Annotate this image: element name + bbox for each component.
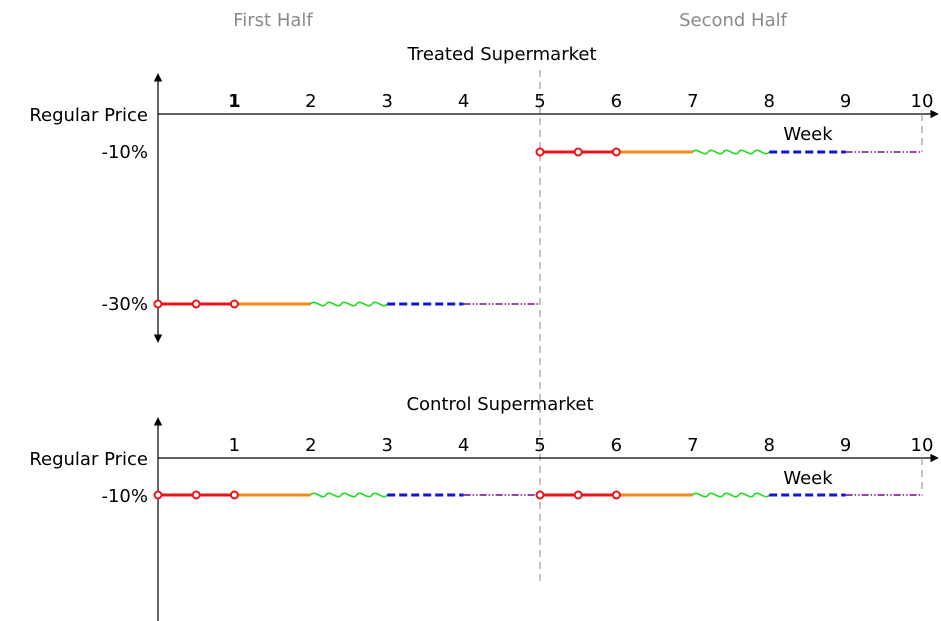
price-point-marker	[611, 490, 621, 500]
tick-label: 8	[763, 91, 774, 112]
control-week-label: Week	[783, 468, 833, 489]
price-point-marker	[153, 299, 163, 309]
treated-minus30-label: -30%	[101, 294, 148, 315]
tick-label: 7	[687, 91, 698, 112]
first-half-label: First Half	[233, 10, 313, 31]
treated-first-half-price-line	[153, 299, 540, 309]
green-wavy-segment	[692, 149, 770, 155]
tick-label: 6	[611, 91, 622, 112]
control-second-half-price-line	[535, 490, 922, 500]
tick-label: 3	[381, 435, 392, 456]
treated-minus10-label: -10%	[101, 142, 148, 163]
price-point-marker	[229, 490, 239, 500]
green-wavy-segment	[692, 492, 770, 498]
tick-label: 8	[763, 435, 774, 456]
treated-regular-price-label: Regular Price	[29, 105, 148, 126]
price-point-marker	[191, 299, 201, 309]
control-minus10-label: -10%	[101, 486, 148, 507]
price-point-marker	[153, 490, 163, 500]
tick-label: 5	[534, 435, 545, 456]
green-wavy-segment	[310, 301, 388, 307]
price-point-marker	[573, 490, 583, 500]
price-point-marker	[611, 147, 621, 157]
tick-label: 7	[687, 435, 698, 456]
second-half-label: Second Half	[679, 10, 788, 31]
tick-label: 9	[840, 435, 851, 456]
control-panel: Control Supermarket Regular Price -10% W…	[29, 394, 939, 621]
price-point-marker	[191, 490, 201, 500]
control-title: Control Supermarket	[406, 394, 593, 415]
tick-label: 3	[381, 91, 392, 112]
tick-label: 5	[534, 91, 545, 112]
price-point-marker	[535, 147, 545, 157]
tick-label: 1	[228, 91, 241, 112]
treated-second-half-price-line	[535, 147, 922, 157]
treated-tick-labels: 1 2 3 4 5 6 7 8 9 10	[228, 91, 933, 112]
price-point-marker	[573, 147, 583, 157]
tick-label: 2	[305, 91, 316, 112]
tick-label: 4	[458, 91, 469, 112]
tick-label: 10	[911, 435, 934, 456]
tick-label: 2	[305, 435, 316, 456]
tick-label: 6	[611, 435, 622, 456]
tick-label: 4	[458, 435, 469, 456]
treated-title: Treated Supermarket	[406, 44, 596, 65]
tick-label: 9	[840, 91, 851, 112]
treated-panel: Treated Supermarket Regular Price -10% -…	[29, 44, 939, 343]
tick-label: 10	[911, 91, 934, 112]
control-tick-labels: 1 2 3 4 5 6 7 8 9 10	[229, 435, 934, 456]
control-regular-price-label: Regular Price	[29, 449, 148, 470]
control-first-half-price-line	[153, 490, 540, 500]
green-wavy-segment	[310, 492, 388, 498]
price-point-marker	[229, 299, 239, 309]
tick-label: 1	[229, 435, 240, 456]
treated-week-label: Week	[783, 124, 833, 145]
price-point-marker	[535, 490, 545, 500]
